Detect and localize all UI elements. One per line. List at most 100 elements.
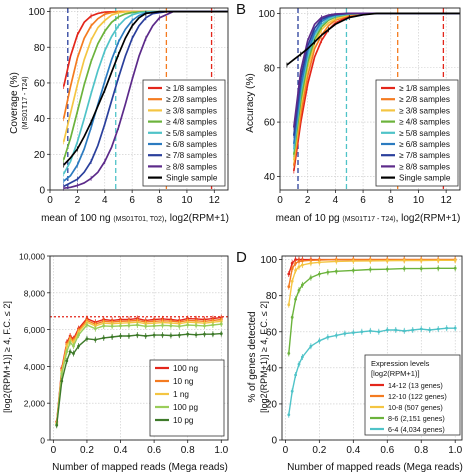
panel-b-x-tick-label: 10 (413, 195, 425, 206)
panel-d-legend: Expression levels[log2(RPM+1)] 14-12 (13 … (364, 354, 461, 436)
panel-a-legend-label-5: ≥ 6/8 samples (166, 140, 217, 149)
panel-d-y-tick-label: 60 (266, 327, 278, 338)
panel-d-legend-label-4: 6-4 (4,034 genes) (388, 425, 445, 434)
panel-c-data-point (161, 323, 164, 327)
panel-c-data-point (211, 323, 215, 327)
panel-c-data-point (60, 372, 64, 376)
panel-d-ylabel: % of genes detected (247, 311, 258, 402)
panel-d-series-line-2 (288, 259, 456, 305)
panel-a-series-line-2 (62, 10, 228, 142)
panel-c-x-tick-label: 0.2 (80, 445, 94, 456)
panel-d-data-point (294, 297, 297, 301)
panel-c-data-point (65, 344, 69, 348)
panel-c-legend-label-2: 1 ng (173, 390, 189, 399)
panel-c-data-point (93, 338, 97, 342)
panel-a-y-tick-label: 60 (34, 78, 46, 89)
panel-d-data-point (290, 315, 294, 319)
panel-d-data-point (402, 267, 406, 271)
panel-b-legend-label-5: ≥ 6/8 samples (399, 140, 450, 149)
panel-d-data-point (300, 259, 304, 263)
panel-d-data-point (351, 259, 355, 263)
panel-d-data-point (287, 352, 291, 355)
panel-b-legend-label-6: ≥ 7/8 samples (399, 151, 450, 160)
panel-c-data-point (194, 333, 198, 337)
panel-a-y-tick-label: 40 (34, 114, 46, 125)
panel-a-legend-label-1: ≥ 2/8 samples (166, 95, 217, 104)
panel-d-data-point (297, 362, 301, 366)
panel-c-data-point (144, 324, 148, 328)
panel-c-x-tick-label: 0.6 (147, 445, 161, 456)
panel-a-series-line-8 (63, 10, 228, 166)
panel-c-data-point (219, 322, 223, 326)
panel-b-y-tick-label: 100 (258, 9, 275, 20)
panel-a-x-tick-label: 6 (129, 195, 135, 206)
panel-c-data-point (161, 333, 164, 337)
panel-d-data-point (402, 259, 406, 262)
panel-d-data-point (300, 283, 304, 287)
panel-d-data-point (287, 285, 291, 289)
panel-d-data-point (360, 330, 364, 334)
panel-d-data-point (290, 267, 294, 271)
panel-a-xlabel-small: (MS01T01, T02) (113, 216, 164, 223)
panel-c-data-point (77, 333, 80, 337)
panel-d-data-point (377, 330, 381, 334)
panel-c-data-point (186, 323, 190, 327)
panel-d-data-point (287, 413, 291, 417)
panel-d-data-point (317, 339, 321, 343)
panel-c-data-point (177, 333, 181, 337)
panel-c-data-point (55, 423, 59, 427)
panel-b-y-tick-label: 40 (264, 172, 276, 183)
panel-d-data-point (334, 260, 338, 263)
panel-b-y-tick-label: 80 (264, 63, 276, 74)
panel-a-y-tick-label: 20 (34, 150, 46, 161)
panel-d-frame (281, 255, 463, 441)
panel-b-legend-label-1: ≥ 2/8 samples (399, 95, 450, 104)
panel-c-xlabel: Number of mapped reads (Mega reads) (52, 462, 228, 473)
panel-d-data-point (436, 327, 440, 331)
panel-a-x-tick-label: 10 (181, 195, 193, 206)
panel-b-x-tick-label: 4 (333, 195, 339, 206)
panel-d-data-point (343, 332, 347, 335)
panel-d-data-point (294, 269, 297, 272)
panel-d-ylabel-sub: [log2(RPM+1)] ≥ 4, F.C. ≤ 2] (259, 301, 269, 413)
panel-d-data-point (290, 261, 294, 265)
panel-d-data-point (287, 303, 291, 307)
panel-c-y-tick-label: 0 (40, 436, 45, 446)
panel-d-xlabel: Number of mapped reads (Mega reads) (287, 462, 463, 473)
panel-b-legend-label-7: ≥ 8/8 samples (399, 162, 450, 171)
panel-b-plot: 0 2 4 6 8 10 12 40 60 80 100 ≥ 1/8 samples ≥ 2/8 sam… (258, 7, 461, 206)
panel-a-xlabel-tail: , log2(RPM+1) (164, 213, 229, 224)
panel-b-legend-label-8: Single sample (399, 174, 451, 183)
panel-a-legend-label-0: ≥ 1/8 samples (166, 84, 217, 93)
panel-b-y-tick-label: 60 (264, 118, 276, 129)
panel-c-x-tick-label: 1.0 (214, 445, 228, 456)
panel-d-data-point (294, 258, 297, 262)
panel-d-data-point (309, 261, 313, 265)
panel-d-data-point (300, 355, 304, 359)
panel-c-data-point (144, 334, 148, 338)
panel-b-x-tick-label: 2 (305, 195, 311, 206)
panel-c-ylabel: [log2(RPM+1)] ≥ 4, F.C. ≤ 2] (2, 301, 12, 413)
panel-d-data-point (419, 327, 423, 331)
panel-a-legend-label-4: ≥ 5/8 samples (166, 129, 217, 138)
panel-a-series-line-5 (63, 10, 228, 182)
panel-c-data-point (65, 359, 69, 363)
panel-b-legend: ≥ 1/8 samples ≥ 2/8 samples ≥ 3/8 samples ≥… (375, 79, 459, 187)
panel-c-data-point (72, 344, 75, 348)
panel-d-data-point (309, 344, 313, 348)
panel-d-data-point (394, 328, 398, 332)
panel-d-data-point (351, 269, 355, 272)
panel-d-data-point (297, 260, 301, 263)
panel-c-y-tick-label: 4,000 (24, 362, 46, 372)
panel-c-legend-label-3: 100 pg (173, 403, 198, 412)
panel-c-x-tick-label: 0 (51, 445, 57, 456)
panel-c-data-point (135, 333, 139, 337)
panel-a-legend-label-7: ≥ 8/8 samples (166, 162, 217, 171)
panel-d-data-point (445, 326, 449, 330)
panel-c-plot: 0 0.2 0.4 0.6 0.8 1.0 0 2,000 4,000 6,000 8,000 10,… (19, 252, 229, 457)
panel-d-y-tick-label: 20 (266, 399, 278, 410)
panel-d-legend-title: Expression levels (371, 359, 430, 368)
panel-d-data-point (317, 272, 321, 276)
panel-a-x-tick-label: 4 (102, 195, 108, 206)
panel-d-data-point (385, 259, 389, 263)
